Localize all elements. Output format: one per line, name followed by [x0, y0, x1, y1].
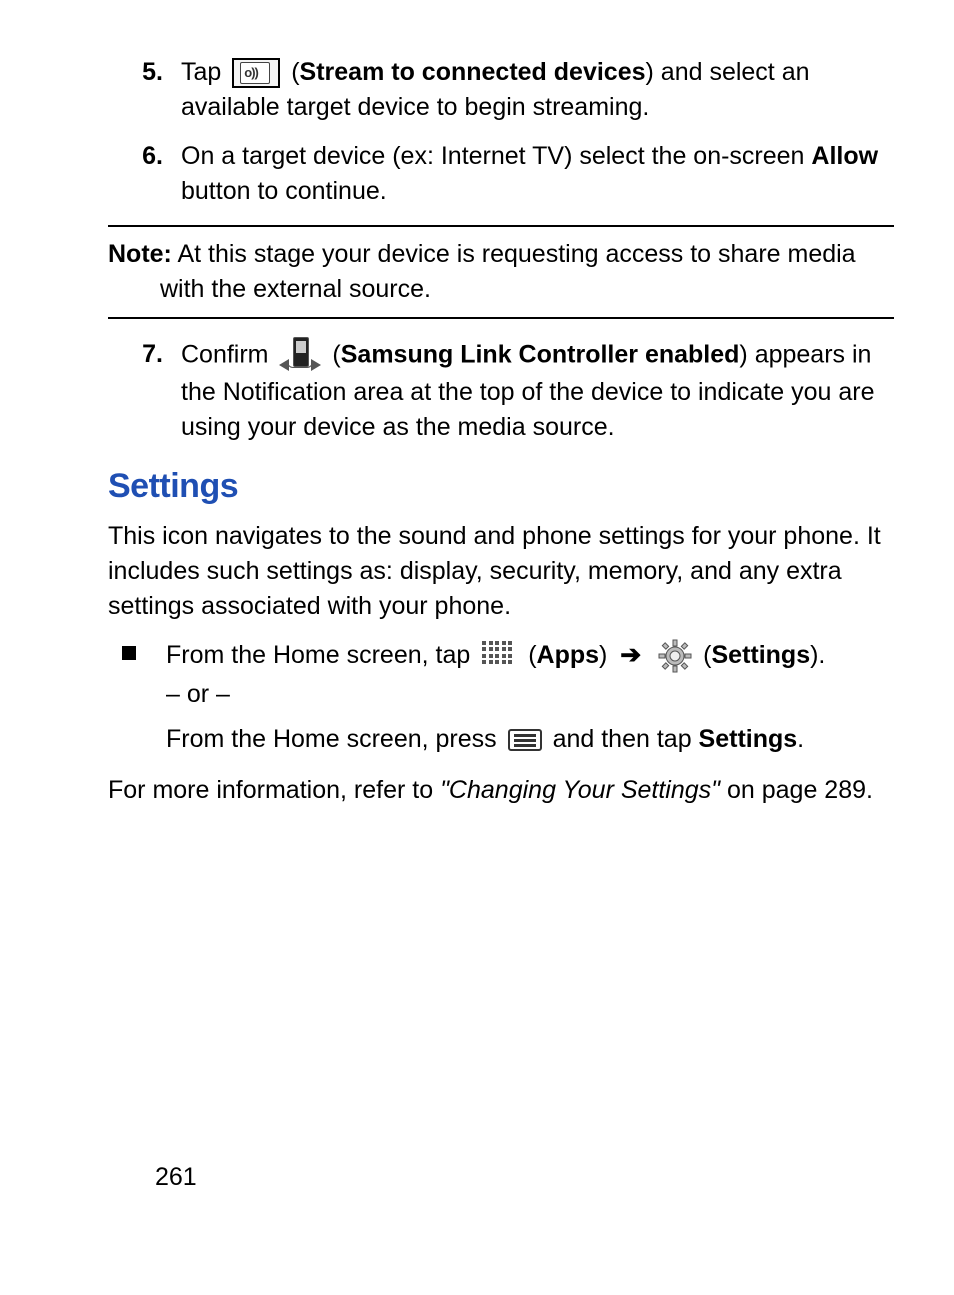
step-6-bold: Allow [811, 142, 878, 170]
bullet-line-1: From the Home screen, tap (Apps) ➔ [166, 638, 894, 673]
step-6-post: button to continue. [181, 177, 387, 205]
step-5: 5. Tap (Stream to connected devices) and… [108, 55, 894, 125]
stream-icon [232, 58, 280, 88]
settings-label: Settings [711, 641, 810, 669]
step-5-body: Tap (Stream to connected devices) and se… [181, 55, 894, 125]
note-body: Note: At this stage your device is reque… [108, 237, 894, 307]
step-7-body: Confirm (Samsung Link Controller enabled… [181, 337, 894, 445]
page-number: 261 [155, 1160, 197, 1195]
refer-post: on page 289. [720, 776, 873, 804]
bullet-line2-period: . [797, 725, 804, 753]
note-label: Note: [108, 240, 172, 268]
bullet-line2-mid: and then tap [553, 725, 699, 753]
bullet-body: From the Home screen, tap (Apps) ➔ [166, 638, 894, 757]
step-6-body: On a target device (ex: Internet TV) sel… [181, 139, 894, 209]
apps-grid-icon [481, 640, 517, 672]
step-6: 6. On a target device (ex: Internet TV) … [108, 139, 894, 209]
settings-paren-close: ). [810, 641, 825, 669]
step-7-pre: Confirm [181, 341, 275, 369]
bullet-line2-bold: Settings [699, 725, 798, 753]
or-separator: – or – [166, 677, 894, 712]
note-block: Note: At this stage your device is reque… [108, 225, 894, 319]
step-6-number: 6. [108, 139, 181, 209]
refer-paragraph: For more information, refer to "Changing… [108, 773, 894, 808]
apps-label: Apps [537, 641, 600, 669]
samsung-link-icon [279, 337, 321, 375]
step-5-number: 5. [108, 55, 181, 125]
settings-bullet: From the Home screen, tap (Apps) ➔ [122, 638, 894, 757]
menu-button-icon [508, 729, 542, 751]
bullet-line1-pre: From the Home screen, tap [166, 641, 477, 669]
step-6-pre: On a target device (ex: Internet TV) sel… [181, 142, 811, 170]
bullet-line-2: From the Home screen, press and then tap… [166, 722, 894, 757]
bullet-line2-pre: From the Home screen, press [166, 725, 504, 753]
step-7: 7. Confirm (Samsung Link Controller enab… [108, 337, 894, 445]
step-5-paren-open: ( [291, 58, 299, 86]
refer-italic: "Changing Your Settings" [440, 776, 720, 804]
step-7-number: 7. [108, 337, 181, 445]
arrow-icon: ➔ [620, 641, 641, 669]
settings-heading: Settings [108, 463, 894, 511]
refer-pre: For more information, refer to [108, 776, 440, 804]
apps-paren-close: ) [599, 641, 614, 669]
step-5-label: Stream to connected devices [300, 58, 646, 86]
note-text: At this stage your device is requesting … [160, 240, 856, 303]
settings-paragraph: This icon navigates to the sound and pho… [108, 519, 894, 624]
step-7-paren-open: ( [332, 341, 340, 369]
gear-icon [658, 639, 692, 673]
step-5-pre: Tap [181, 58, 228, 86]
step-7-label: Samsung Link Controller enabled [341, 341, 740, 369]
apps-paren-open: ( [528, 641, 536, 669]
square-bullet-icon [122, 646, 136, 660]
